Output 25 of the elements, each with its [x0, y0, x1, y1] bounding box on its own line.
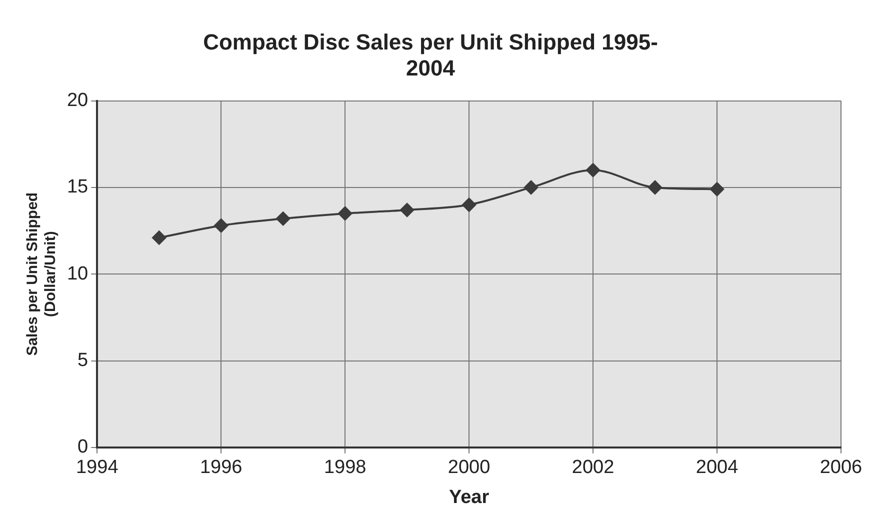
point: [152, 230, 166, 245]
point: [276, 212, 290, 226]
y-tick-label: 15: [66, 176, 88, 198]
point: [586, 163, 600, 178]
x-tick-label: 2002: [572, 457, 614, 478]
x-tick-label: 1996: [200, 457, 242, 478]
y-tick-label: 5: [78, 350, 88, 371]
x-tick-label: 1998: [324, 457, 366, 478]
x-tick-label: 2000: [448, 457, 490, 478]
y-tick-label: 0: [78, 436, 88, 458]
y-tick-label: 20: [66, 90, 88, 112]
y-axis-title: Sales per Unit Shipped (Dollar/Unit): [24, 192, 60, 356]
point: [648, 180, 662, 194]
x-tick-label: 2004: [696, 457, 739, 478]
x-tick-label: 2006: [820, 457, 862, 478]
point: [524, 180, 538, 194]
x-axis-title: Year: [448, 486, 490, 508]
y-tick-label: 10: [66, 263, 88, 284]
point: [338, 206, 352, 220]
point: [214, 218, 228, 233]
point: [400, 202, 414, 217]
chart-title: Compact Disc Sales per Unit Shipped 1995- 2004: [203, 29, 658, 81]
point: [462, 198, 476, 212]
x-tick-label: 1994: [76, 457, 119, 478]
point: [710, 182, 724, 196]
